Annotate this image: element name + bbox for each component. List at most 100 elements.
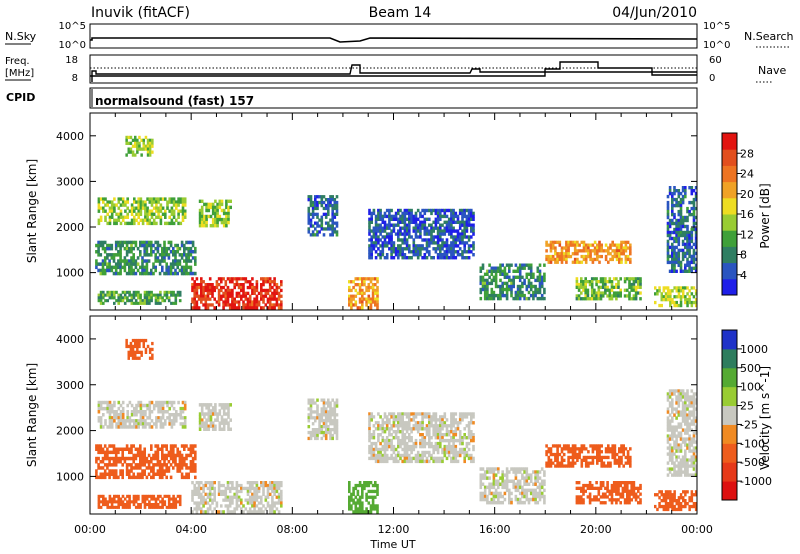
data-cell (248, 280, 252, 284)
data-cell (595, 277, 598, 281)
data-cell (150, 400, 154, 405)
data-cell (367, 481, 371, 485)
data-cell (218, 217, 222, 222)
data-cell (421, 459, 424, 464)
data-cell (327, 430, 330, 435)
data-cell (169, 250, 173, 254)
data-cell (671, 254, 674, 259)
data-cell (121, 472, 124, 476)
data-cell (226, 291, 230, 295)
data-cell (273, 294, 276, 298)
data-cell (441, 415, 444, 419)
data-cell (240, 285, 243, 290)
data-cell (191, 271, 195, 276)
data-cell (629, 260, 632, 264)
data-cell (228, 501, 232, 505)
data-cell (132, 271, 135, 276)
data-cell (108, 209, 112, 213)
data-cell (405, 427, 409, 431)
data-cell (694, 251, 698, 256)
data-cell (361, 306, 364, 310)
data-cell (374, 250, 378, 254)
data-cell (176, 469, 179, 473)
data-cell (216, 202, 219, 207)
data-cell (235, 489, 239, 494)
data-cell (307, 416, 311, 420)
data-cell (110, 406, 114, 411)
data-cell (208, 495, 212, 499)
data-cell (445, 220, 449, 224)
data-cell (163, 250, 166, 254)
data-cell (146, 416, 149, 420)
data-cell (139, 240, 142, 245)
data-cell (155, 221, 158, 226)
data-cell (619, 291, 622, 295)
data-cell (200, 283, 203, 287)
data-cell (408, 424, 411, 428)
data-cell (148, 293, 151, 297)
data-cell (630, 277, 633, 281)
data-cell (354, 283, 358, 287)
data-cell (421, 223, 424, 227)
data-cell (106, 406, 109, 411)
data-cell (191, 510, 194, 514)
data-cell (472, 459, 475, 464)
data-cell (134, 356, 137, 360)
data-cell (447, 232, 451, 236)
data-cell (172, 271, 175, 276)
data-cell (142, 141, 145, 145)
data-cell (463, 244, 466, 248)
data-cell (370, 418, 373, 422)
data-cell (172, 203, 176, 207)
data-cell (499, 263, 502, 267)
data-cell (277, 294, 281, 298)
data-cell (456, 424, 460, 428)
data-cell (193, 291, 196, 295)
data-cell (516, 290, 520, 295)
data-cell (508, 479, 511, 483)
data-cell (329, 422, 332, 426)
data-cell (540, 281, 544, 286)
data-cell (130, 203, 134, 207)
data-cell (368, 412, 371, 416)
data-cell (479, 296, 483, 301)
data-cell (253, 303, 256, 307)
data-cell (262, 300, 265, 304)
data-cell (119, 497, 123, 501)
data-cell (456, 253, 460, 257)
data-cell (138, 338, 141, 343)
data-cell (673, 221, 676, 226)
data-cell (226, 498, 230, 502)
data-cell (322, 233, 326, 237)
data-cell (361, 303, 364, 307)
data-cell (611, 240, 614, 244)
data-cell (372, 235, 376, 239)
data-cell (397, 441, 400, 446)
data-cell (454, 459, 458, 464)
data-cell (170, 503, 173, 507)
data-cell (103, 271, 107, 276)
data-cell (356, 510, 360, 514)
data-cell (613, 249, 617, 253)
data-cell (205, 403, 208, 407)
data-cell (159, 206, 163, 210)
data-cell (430, 424, 433, 428)
data-cell (273, 297, 276, 301)
data-cell (191, 463, 195, 467)
data-cell (132, 246, 135, 251)
data-cell (161, 256, 164, 260)
data-cell (180, 475, 184, 480)
data-cell (103, 450, 107, 455)
data-cell (327, 227, 330, 231)
data-cell (156, 469, 160, 473)
data-cell (626, 254, 630, 259)
data-cell (390, 456, 393, 461)
data-cell (397, 217, 400, 221)
data-cell (128, 259, 131, 263)
data-cell (590, 277, 594, 281)
data-cell (593, 277, 596, 281)
data-cell (197, 285, 201, 290)
data-cell (694, 300, 698, 305)
data-cell (110, 265, 114, 270)
data-cell (141, 203, 145, 207)
